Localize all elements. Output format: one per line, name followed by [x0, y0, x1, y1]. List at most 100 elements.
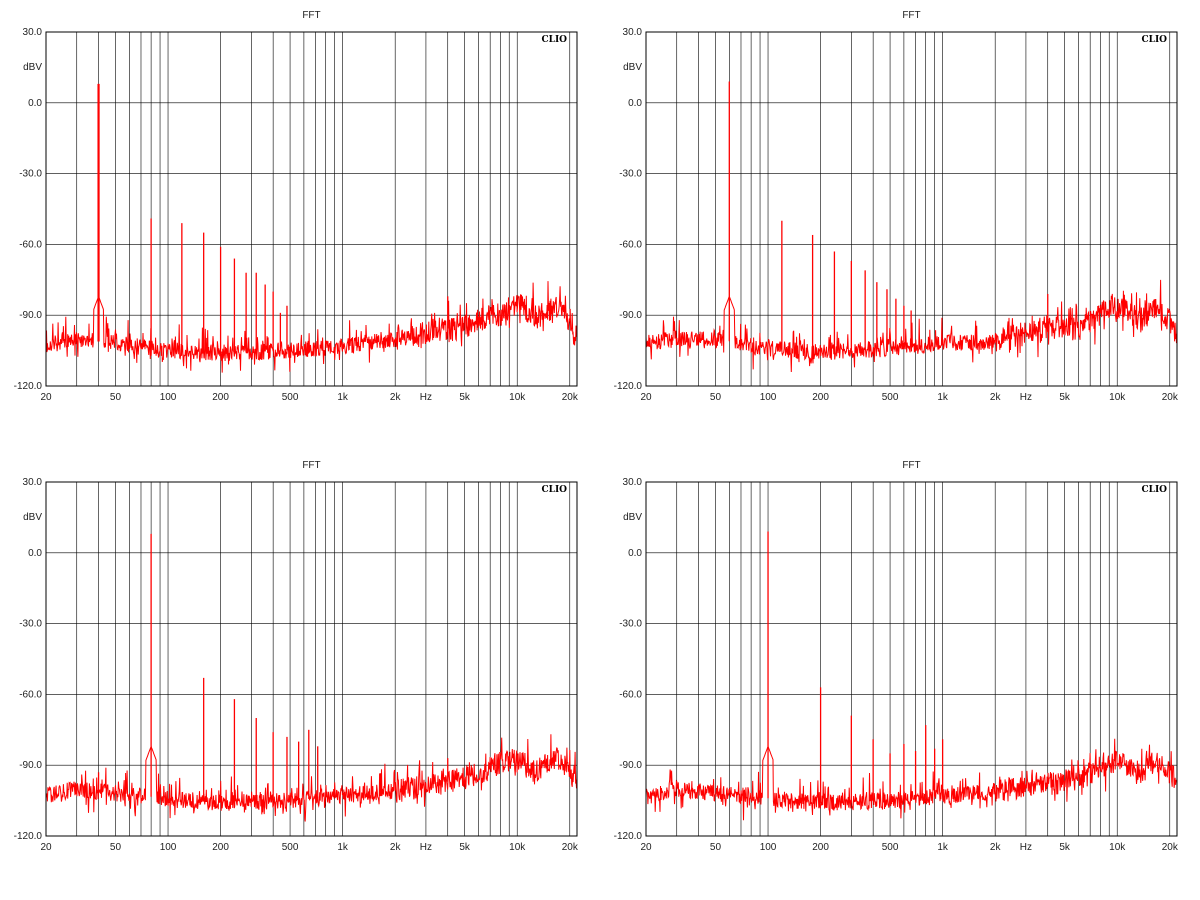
- x-tick-label: 2k: [990, 392, 1002, 403]
- x-tick-label: 20k: [1162, 392, 1179, 403]
- x-tick-labels: 20 50 100 200 500 1k 2k 5k 10k 20k: [640, 842, 1178, 853]
- y-tick-labels: 30.0 0.0 -30.0 -60.0 -90.0 -120.0: [14, 477, 43, 842]
- x-tick-label: 20k: [1162, 842, 1179, 853]
- y-tick-label: -120.0: [14, 381, 43, 392]
- y-axis-label: dBV: [623, 512, 642, 523]
- y-tick-label: -60.0: [19, 689, 42, 700]
- x-tick-label: 200: [812, 392, 829, 403]
- x-tick-label: 100: [760, 842, 777, 853]
- x-tick-label: 200: [812, 842, 829, 853]
- clio-badge: CLIO: [541, 35, 567, 45]
- x-axis-label: Hz: [420, 392, 432, 403]
- x-tick-label: 100: [760, 392, 777, 403]
- y-tick-label: 30.0: [23, 477, 43, 488]
- harmonic-peaks: [728, 81, 1049, 353]
- fft-panel-4: FFT CLIO 30.0 0.0 -30.0 -60.0 -90.0 -120.0 dBV 20…: [614, 460, 1179, 853]
- x-tick-label: 1k: [337, 392, 349, 403]
- y-tick-label: 0.0: [628, 98, 642, 109]
- x-tick-label: 20: [640, 392, 652, 403]
- y-tick-label: -60.0: [19, 239, 42, 250]
- x-tick-label: 5k: [459, 392, 471, 403]
- noise-floor-trace: [645, 279, 1178, 373]
- x-tick-label: 20k: [562, 392, 579, 403]
- x-tick-label: 500: [882, 842, 899, 853]
- x-tick-label: 1k: [337, 842, 349, 853]
- x-tick-labels: 20 50 100 200 500 1k 2k 5k 10k 20k: [40, 842, 578, 853]
- y-tick-label: 0.0: [28, 548, 42, 559]
- y-tick-label: -90.0: [619, 310, 642, 321]
- harmonic-peaks: [767, 531, 944, 803]
- chart-title: FFT: [902, 10, 920, 21]
- x-tick-label: 200: [212, 842, 229, 853]
- x-tick-label: 10k: [1109, 842, 1126, 853]
- x-tick-label: 10k: [509, 842, 526, 853]
- x-axis-label: Hz: [1020, 842, 1032, 853]
- noise-floor-trace: [45, 734, 578, 822]
- y-axis-label: dBV: [23, 512, 42, 523]
- y-tick-label: -90.0: [19, 760, 42, 771]
- chart-title: FFT: [902, 460, 920, 471]
- clio-badge: CLIO: [541, 485, 567, 495]
- x-tick-label: 200: [212, 392, 229, 403]
- x-tick-label: 500: [882, 392, 899, 403]
- x-tick-label: 1k: [937, 392, 949, 403]
- y-tick-label: -30.0: [19, 619, 42, 630]
- y-tick-label: 30.0: [623, 27, 643, 38]
- y-tick-label: -90.0: [619, 760, 642, 771]
- x-tick-label: 500: [282, 392, 299, 403]
- y-tick-label: -30.0: [619, 169, 642, 180]
- y-tick-labels: 30.0 0.0 -30.0 -60.0 -90.0 -120.0: [14, 27, 43, 392]
- y-tick-label: -60.0: [619, 239, 642, 250]
- x-tick-label: 50: [110, 842, 122, 853]
- x-tick-label: 5k: [1059, 392, 1071, 403]
- clio-badge: CLIO: [1141, 485, 1167, 495]
- x-tick-label: 20: [640, 842, 652, 853]
- plot-frame: [645, 31, 1178, 387]
- y-tick-label: -120.0: [614, 381, 643, 392]
- x-tick-label: 10k: [1109, 392, 1126, 403]
- x-tick-labels: 20 50 100 200 500 1k 2k 5k 10k 20k: [40, 392, 578, 403]
- x-tick-label: 5k: [459, 842, 471, 853]
- fft-panel-2: FFT CLIO 30.0 0.0 -30.0 -60.0 -90.0 -120.0 dBV 20…: [614, 10, 1179, 403]
- harmonic-peaks: [97, 83, 449, 353]
- y-tick-label: 0.0: [628, 548, 642, 559]
- y-tick-label: 30.0: [623, 477, 643, 488]
- y-tick-label: -90.0: [19, 310, 42, 321]
- x-tick-label: 50: [710, 842, 722, 853]
- y-tick-label: 30.0: [23, 27, 43, 38]
- noise-floor-trace: [645, 738, 1178, 821]
- x-tick-label: 1k: [937, 842, 949, 853]
- x-tick-label: 100: [160, 842, 177, 853]
- y-axis-label: dBV: [623, 62, 642, 73]
- plot-frame: [645, 481, 1178, 837]
- x-tick-label: 2k: [390, 842, 402, 853]
- y-tick-label: -30.0: [619, 619, 642, 630]
- y-axis-label: dBV: [23, 62, 42, 73]
- chart-title: FFT: [302, 460, 320, 471]
- x-tick-label: 50: [110, 392, 122, 403]
- y-tick-label: -60.0: [619, 689, 642, 700]
- y-tick-labels: 30.0 0.0 -30.0 -60.0 -90.0 -120.0: [614, 27, 643, 392]
- plot-frame: [45, 481, 578, 837]
- x-axis-label: Hz: [420, 842, 432, 853]
- x-tick-label: 20k: [562, 842, 579, 853]
- fft-panel-3: FFT CLIO 30.0 0.0 -30.0 -60.0 -90.0 -120.0 dBV 20…: [14, 460, 579, 853]
- clio-badge: CLIO: [1141, 35, 1167, 45]
- x-gridlines: [46, 32, 577, 386]
- harmonic-peaks: [97, 533, 449, 803]
- x-tick-labels: 20 50 100 200 500 1k 2k 5k 10k 20k: [640, 392, 1178, 403]
- y-tick-label: -120.0: [14, 831, 43, 842]
- x-tick-label: 2k: [990, 842, 1002, 853]
- x-tick-label: 20: [40, 842, 52, 853]
- x-tick-label: 500: [282, 842, 299, 853]
- x-tick-label: 2k: [390, 392, 402, 403]
- y-tick-label: -120.0: [614, 831, 643, 842]
- x-tick-label: 5k: [1059, 842, 1071, 853]
- x-gridlines: [646, 482, 1177, 836]
- x-tick-label: 20: [40, 392, 52, 403]
- y-tick-label: -30.0: [19, 169, 42, 180]
- x-axis-label: Hz: [1020, 392, 1032, 403]
- chart-title: FFT: [302, 10, 320, 21]
- y-tick-label: 0.0: [28, 98, 42, 109]
